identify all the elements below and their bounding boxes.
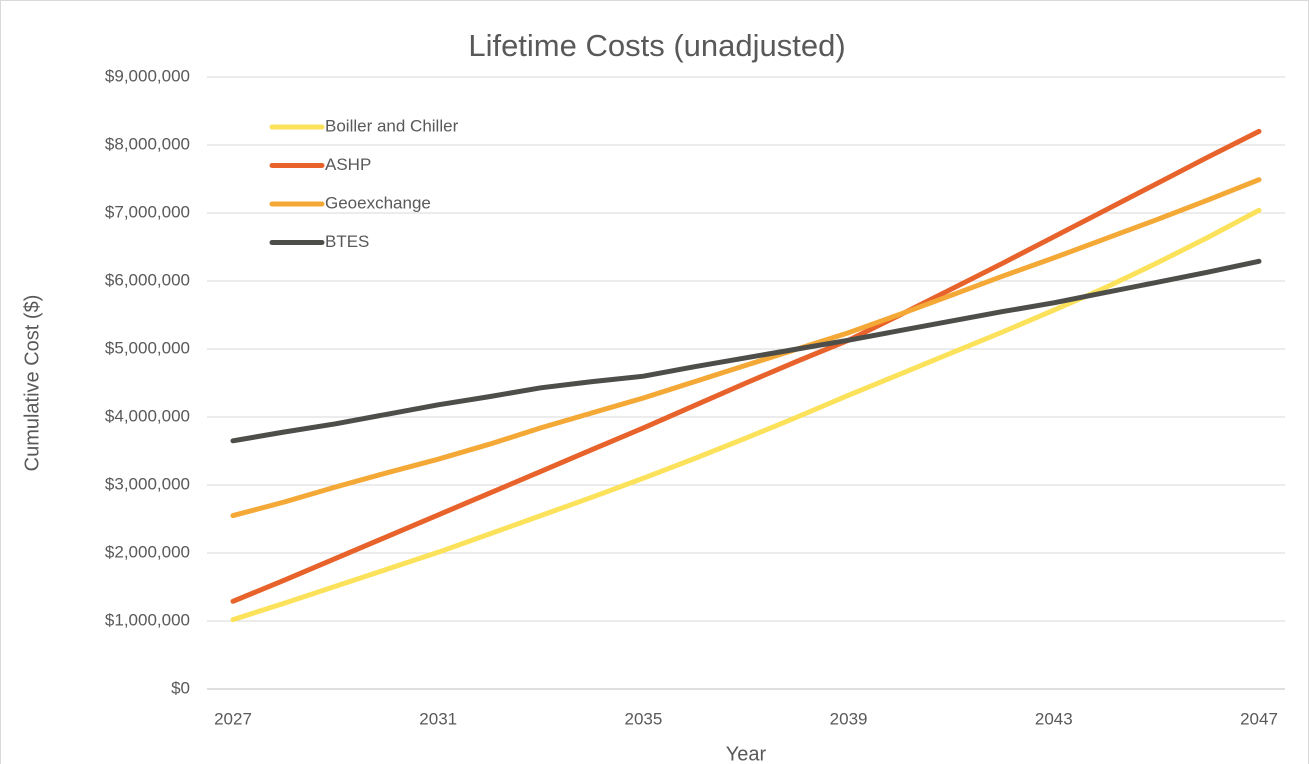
legend-label: Boiller and Chiller: [325, 116, 459, 135]
legend-label: BTES: [325, 232, 369, 251]
y-tick-label: $9,000,000: [105, 66, 190, 85]
y-tick-label: $2,000,000: [105, 542, 190, 561]
series-line: [230, 258, 1262, 444]
x-tick-label: 2039: [830, 709, 868, 728]
y-tick-label: $0: [171, 678, 190, 697]
y-axis-label: Cumulative Cost ($): [21, 295, 43, 472]
y-tick-label: $6,000,000: [105, 270, 190, 289]
y-tick-label: $4,000,000: [105, 406, 190, 425]
legend-label: ASHP: [325, 155, 371, 174]
x-axis-label: Year: [726, 743, 767, 764]
x-tick-label: 2043: [1035, 709, 1073, 728]
x-tick-label: 2027: [214, 709, 252, 728]
series-line: [230, 177, 1262, 519]
y-tick-label: $7,000,000: [105, 202, 190, 221]
series-line: [230, 128, 1262, 604]
y-tick-label: $8,000,000: [105, 134, 190, 153]
chart-title: Lifetime Costs (unadjusted): [468, 28, 845, 63]
y-tick-label: $5,000,000: [105, 338, 190, 357]
y-tick-label: $1,000,000: [105, 610, 190, 629]
x-tick-label: 2035: [624, 709, 662, 728]
x-tick-label: 2031: [419, 709, 457, 728]
legend-label: Geoexchange: [325, 193, 431, 212]
x-tick-label: 2047: [1240, 709, 1278, 728]
y-tick-label: $3,000,000: [105, 474, 190, 493]
